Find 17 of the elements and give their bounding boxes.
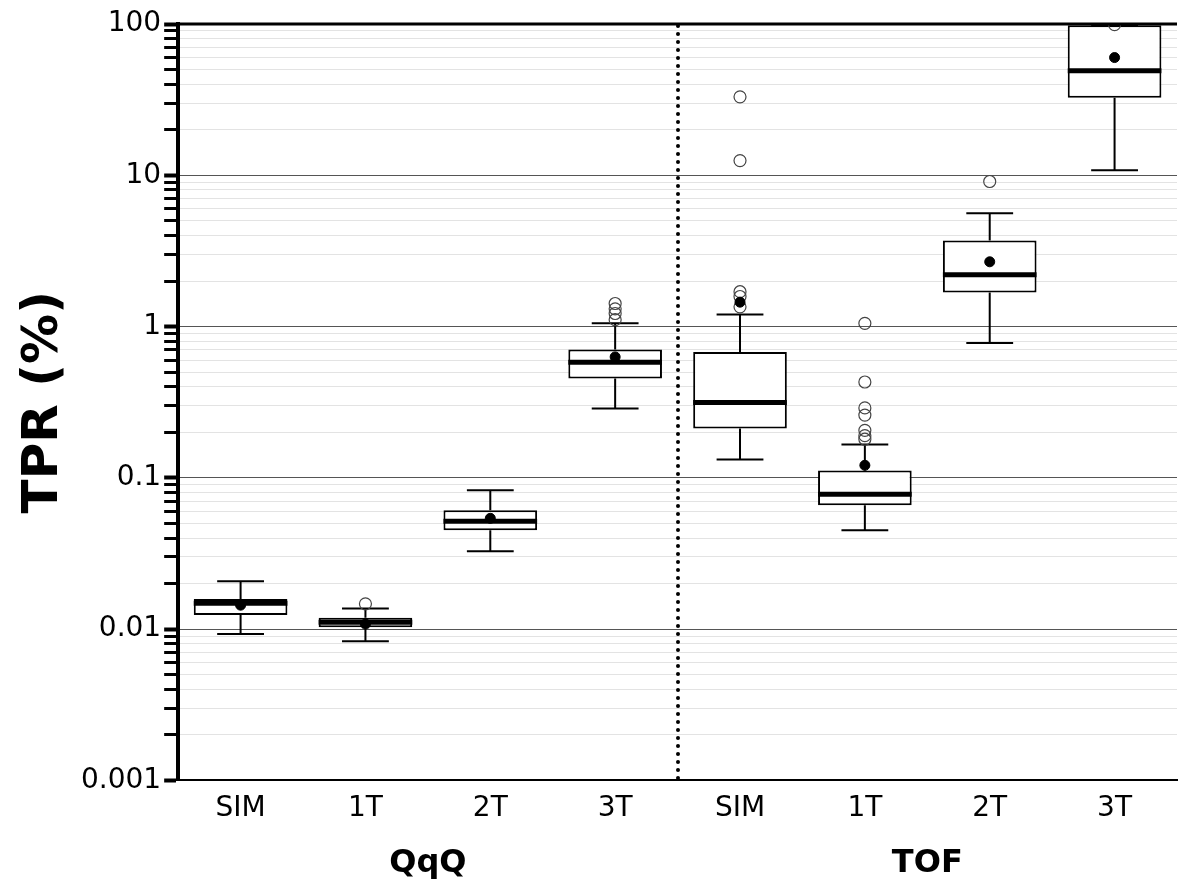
y-tick-label: 0.1: [116, 459, 162, 493]
x-tick-label: 3T: [597, 790, 634, 824]
text: TOF: [891, 842, 963, 881]
y-tick-label: 0.01: [98, 610, 162, 644]
x-tick-label: SIM: [215, 790, 266, 824]
y-axis-title: TPR (%): [10, 290, 69, 514]
x-tick-label: 1T: [847, 790, 884, 824]
text: QqQ: [389, 842, 467, 881]
x-tick-label: 3T: [1097, 790, 1133, 824]
y-tick-label: 10: [125, 156, 162, 190]
x-tick-label: 2T: [972, 790, 1009, 824]
y-tick-label: 1: [143, 307, 162, 341]
y-tick-label: 100: [107, 5, 162, 39]
x-tick-label: 2T: [472, 790, 509, 824]
y-tick-label: 0.001: [80, 761, 162, 795]
x-tick-label: SIM: [714, 790, 766, 824]
x-tick-label: 1T: [347, 790, 384, 824]
